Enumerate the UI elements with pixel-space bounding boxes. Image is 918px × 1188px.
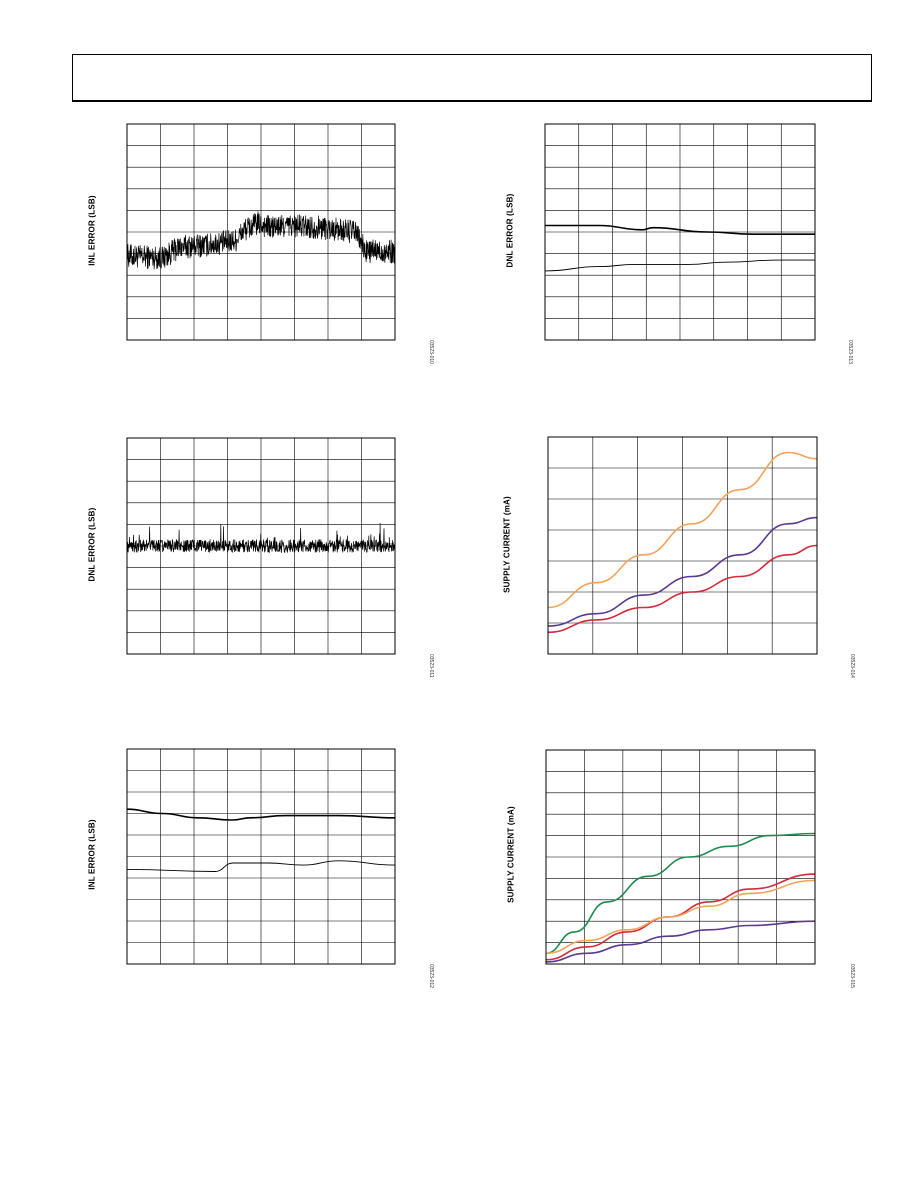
y-axis-label: DNL ERROR (LSB) bbox=[505, 193, 515, 268]
figure-code: 03523-010 bbox=[428, 340, 434, 364]
figure-code: 03523-013 bbox=[847, 340, 853, 364]
y-axis-label: INL ERROR (LSB) bbox=[87, 819, 97, 890]
y-axis-label: SUPPLY CURRENT (mA) bbox=[502, 496, 512, 593]
grid bbox=[548, 437, 817, 654]
grid bbox=[127, 749, 395, 964]
series-line-3 bbox=[547, 544, 818, 634]
plot-frame bbox=[126, 437, 396, 655]
figure-code: 03523-011 bbox=[428, 654, 434, 678]
plot-frame bbox=[545, 749, 816, 965]
series-line-1 bbox=[126, 522, 396, 553]
series-line-1 bbox=[544, 224, 815, 235]
y-axis-label: INL ERROR (LSB) bbox=[87, 195, 97, 266]
y-axis-label: SUPPLY CURRENT (mA) bbox=[506, 806, 516, 903]
plot-frame bbox=[547, 436, 818, 655]
series-line-4 bbox=[545, 920, 816, 963]
series-line-1 bbox=[126, 808, 396, 821]
series-line-1 bbox=[547, 451, 818, 609]
figure-code: 03523-014 bbox=[849, 654, 855, 678]
series-line-1 bbox=[545, 832, 816, 955]
series-line-2 bbox=[126, 860, 396, 872]
grid bbox=[546, 750, 815, 964]
series-line-1 bbox=[126, 211, 396, 270]
series-line-2 bbox=[547, 516, 818, 627]
grid bbox=[127, 438, 395, 654]
header-box bbox=[72, 54, 872, 102]
series-line-2 bbox=[545, 873, 816, 961]
figure-code: 03523-012 bbox=[428, 964, 434, 988]
plot-frame bbox=[126, 748, 396, 965]
grid bbox=[127, 124, 395, 340]
series-line-3 bbox=[545, 879, 816, 955]
grid bbox=[545, 124, 815, 340]
figure-code: 03523-015 bbox=[849, 964, 855, 988]
series-line-2 bbox=[544, 259, 815, 272]
y-axis-label: DNL ERROR (LSB) bbox=[87, 507, 97, 582]
plot-frame bbox=[544, 123, 816, 341]
plot-frame bbox=[126, 123, 396, 341]
